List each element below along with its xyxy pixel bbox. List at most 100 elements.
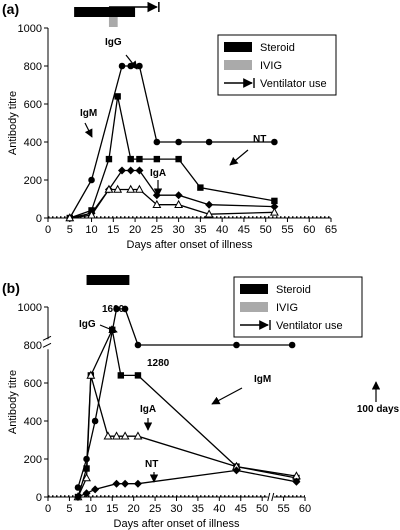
point-igg (74, 484, 82, 491)
legend-label: Steroid (276, 284, 311, 296)
y-axis-label: Antibody titre (7, 370, 19, 434)
x-axis-label: Days after onset of illness (114, 518, 240, 530)
annotation-arrow (211, 387, 243, 405)
x-axis-label: Days after onset of illness (127, 239, 253, 251)
x-tick-label: 65 (325, 224, 337, 236)
series-line-nt (77, 469, 297, 498)
x-tick-label: 25 (149, 503, 161, 515)
point-igm (271, 197, 278, 205)
point-nt (65, 213, 75, 222)
point-iga (120, 431, 130, 440)
x-tick-label: 0 (45, 224, 51, 236)
ivig-bar (108, 17, 118, 27)
point-nt (112, 479, 121, 488)
point-nt (73, 493, 82, 501)
legend-swatch-steroid (240, 284, 268, 294)
point-igg (91, 417, 99, 425)
annotation-arrow (84, 122, 93, 138)
point-igg (175, 138, 182, 146)
x-tick-label: 60 (303, 224, 315, 236)
panel-b: (b) 0 200 400 600 800 1000 0 5 10 15 20 25 30 35 40 45 50… (2, 275, 400, 530)
annotation-label: 1280 (147, 358, 170, 369)
y-tick-label: 200 (24, 175, 42, 187)
point-igm (127, 155, 134, 163)
y-tick-label: 200 (24, 454, 42, 466)
point-iga (103, 431, 113, 440)
annotation-label: IgM (254, 374, 271, 385)
point-nt (204, 209, 214, 218)
y-axis-break-mark (42, 342, 52, 348)
x-tick-label: 5 (66, 503, 72, 515)
point-igg (121, 305, 129, 313)
x-tick-label: 15 (106, 503, 118, 515)
point-igm (117, 372, 125, 379)
x-tick-label: 30 (170, 503, 182, 515)
point-nt (91, 485, 100, 494)
series-line-igm (77, 327, 297, 498)
point-iga (205, 200, 214, 209)
y-tick-label: 600 (24, 99, 42, 111)
panel-label: (b) (2, 280, 20, 296)
point-iga (126, 166, 135, 175)
y-tick-label: 600 (24, 378, 42, 390)
legend-swatch-ivig (224, 60, 252, 70)
point-nt (113, 184, 123, 193)
point-iga (118, 166, 127, 175)
y-tick-label: 1000 (18, 23, 42, 35)
y-axis-label: Antibody titre (7, 91, 19, 155)
x-tick-label: 10 (85, 503, 97, 515)
x-tick-label: 55 (277, 503, 289, 515)
x-tick-label: 0 (45, 503, 51, 515)
point-nt (104, 184, 114, 193)
point-nt (82, 489, 91, 498)
point-igm (134, 372, 142, 379)
x-tick-label: 10 (85, 224, 97, 236)
point-iga (135, 166, 144, 175)
point-igg (88, 176, 95, 184)
annotation-label: IgM (80, 108, 97, 119)
x-tick-label: 20 (128, 503, 140, 515)
point-nt (126, 184, 136, 193)
x-tick-label: 35 (192, 503, 204, 515)
annotation-arrow (229, 149, 249, 166)
point-nt (121, 479, 130, 488)
annotation-label: IgA (140, 404, 156, 415)
point-iga (152, 191, 161, 200)
x-axis-break-gap (267, 493, 274, 501)
legend-label: Ventilator use (260, 78, 327, 90)
point-nt (232, 466, 241, 475)
point-igg (271, 138, 278, 146)
point-nt (134, 184, 144, 193)
legend-label: Ventilator use (276, 320, 343, 332)
y-tick-label: 400 (24, 137, 42, 149)
legend-swatch-steroid (224, 42, 252, 52)
point-igm (114, 93, 121, 100)
x-tick-label: 40 (216, 224, 228, 236)
point-nt (292, 477, 301, 486)
point-igg (118, 62, 126, 70)
annotation-label: IgG (105, 37, 122, 48)
annotation-label: IgA (150, 168, 166, 179)
y-tick-label: 0 (36, 492, 42, 504)
point-igm (136, 155, 143, 163)
point-iga (174, 191, 183, 200)
panel-a: (a) 0 200 400 600 800 1000 0 5 10 15 20 25 30 35 40 45 50… (2, 1, 337, 251)
point-iga (133, 431, 143, 440)
steroid-bar (86, 275, 130, 285)
x-tick-label: 40 (213, 503, 225, 515)
x-tick-label: 55 (281, 224, 293, 236)
point-nt (269, 207, 279, 216)
point-igm (197, 184, 204, 191)
legend-swatch-ivig (240, 302, 268, 312)
point-nt (174, 199, 184, 208)
annotation-label: NT (253, 134, 266, 145)
point-iga (112, 431, 121, 440)
point-igg (136, 62, 143, 70)
panel-label: (a) (2, 1, 19, 17)
series-line-iga (69, 169, 275, 219)
y-axis-break-mark (42, 335, 52, 341)
annotation-label: 1600 (102, 304, 125, 315)
x-tick-label: 50 (260, 224, 272, 236)
x-tick-label: 20 (129, 224, 141, 236)
